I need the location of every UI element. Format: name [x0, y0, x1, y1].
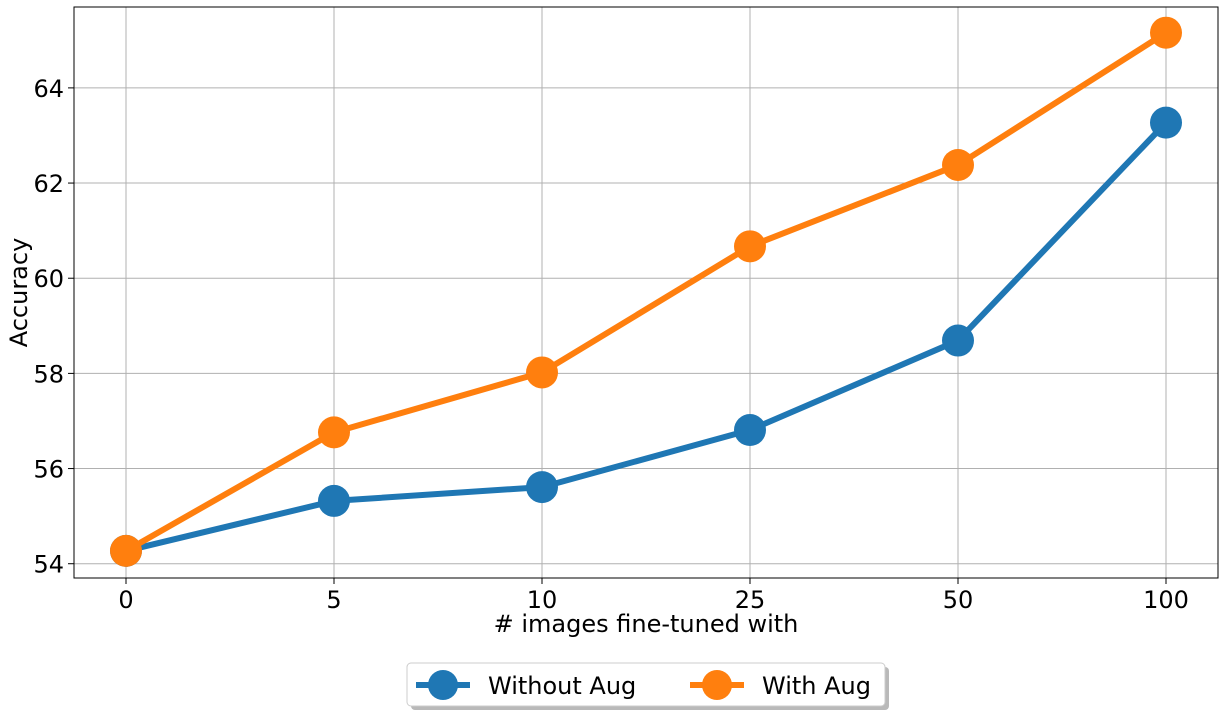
y-tick-label: 60 — [33, 265, 64, 293]
x-tick-label: 5 — [326, 586, 341, 614]
plot-area-frame — [73, 6, 1219, 579]
data-point — [734, 414, 766, 447]
data-point — [526, 471, 558, 504]
data-point — [942, 324, 974, 357]
x-tick-label: 100 — [1143, 586, 1189, 614]
data-point — [942, 148, 974, 181]
legend-swatch-marker — [428, 670, 458, 700]
x-tick-label: 10 — [527, 586, 558, 614]
y-tick-label: 64 — [33, 75, 64, 103]
data-point — [1150, 106, 1182, 139]
data-point — [1150, 16, 1182, 49]
data-point — [110, 534, 142, 567]
data-point — [318, 416, 350, 449]
y-tick-label: 58 — [33, 360, 64, 388]
series-2 — [110, 16, 1182, 567]
legend-label: Without Aug — [488, 672, 636, 700]
legend-swatch-marker — [702, 670, 732, 700]
y-axis-label: Accuracy — [5, 238, 33, 348]
x-tick-label: 25 — [735, 586, 766, 614]
series-layer — [110, 16, 1182, 567]
series-line — [123, 119, 1169, 554]
x-tick-label: 50 — [943, 586, 974, 614]
legend-label: With Aug — [762, 672, 871, 700]
y-axis: 54 56 58 60 62 64 — [33, 75, 74, 579]
y-tick-label: 54 — [33, 551, 64, 579]
legend-box — [406, 662, 886, 707]
legend: Without Aug With Aug — [406, 662, 889, 710]
series-1 — [110, 106, 1182, 567]
data-point — [734, 230, 766, 263]
x-axis-label: # images fine-tuned with — [494, 610, 799, 638]
grid — [74, 7, 1218, 578]
x-tick-label: 0 — [118, 586, 133, 614]
y-tick-label: 62 — [33, 170, 64, 198]
data-point — [526, 356, 558, 389]
x-axis: 0 5 10 25 50 100 — [118, 578, 1189, 614]
y-tick-label: 56 — [33, 456, 64, 484]
series-line — [123, 29, 1169, 554]
data-point — [318, 484, 350, 517]
